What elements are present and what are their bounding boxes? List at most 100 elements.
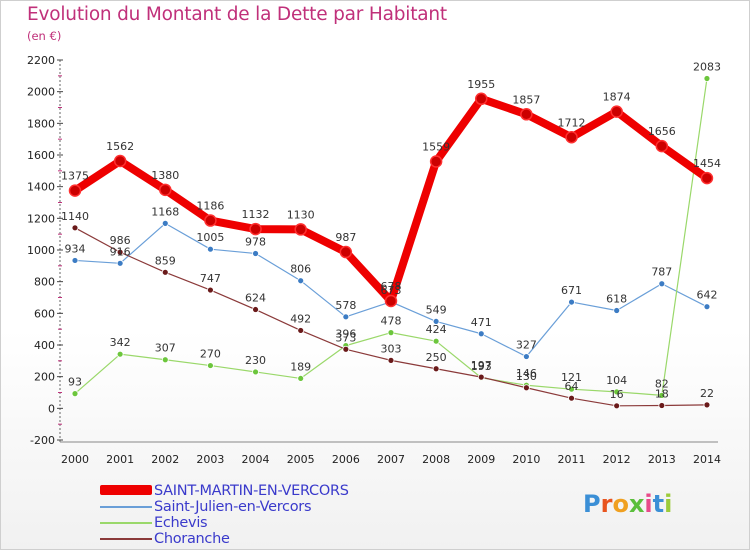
data-label: 478 bbox=[380, 315, 401, 328]
data-point bbox=[71, 390, 79, 398]
data-point bbox=[207, 286, 214, 294]
data-point bbox=[384, 294, 398, 308]
data-label: 303 bbox=[380, 342, 401, 355]
logo-letter: r bbox=[600, 490, 613, 518]
data-label: 1168 bbox=[151, 205, 179, 218]
data-label: 64 bbox=[565, 380, 579, 393]
data-point bbox=[113, 154, 127, 168]
data-point bbox=[565, 131, 578, 144]
data-label: 986 bbox=[110, 234, 131, 247]
legend-swatch bbox=[100, 522, 152, 524]
data-label: 671 bbox=[561, 284, 582, 297]
data-label: 82 bbox=[655, 377, 669, 390]
data-label: 342 bbox=[110, 336, 131, 349]
data-label: 1186 bbox=[196, 200, 224, 213]
data-label: 193 bbox=[471, 360, 492, 373]
data-label: 1132 bbox=[242, 208, 270, 221]
data-label: 1857 bbox=[512, 93, 540, 106]
data-point bbox=[658, 391, 666, 399]
data-point bbox=[342, 313, 350, 321]
logo-letter: P bbox=[583, 490, 601, 518]
x-tick-label: 2004 bbox=[242, 453, 270, 466]
y-tick-label: 200 bbox=[34, 371, 55, 384]
series-line-0 bbox=[71, 94, 711, 305]
logo-letter: i bbox=[644, 490, 653, 518]
x-tick-label: 2002 bbox=[151, 453, 179, 466]
x-tick-label: 2008 bbox=[422, 453, 450, 466]
x-tick-label: 2010 bbox=[512, 453, 540, 466]
data-label: 307 bbox=[155, 342, 176, 355]
data-label: 549 bbox=[426, 303, 447, 316]
legend-item-saint-martin[interactable]: SAINT-MARTIN-EN-VERCORS bbox=[98, 483, 398, 499]
data-label: 787 bbox=[651, 266, 672, 279]
data-point bbox=[342, 345, 350, 353]
y-tick-label: 1800 bbox=[27, 117, 55, 130]
proxiti-logo[interactable]: Proxiti bbox=[583, 490, 672, 518]
data-point bbox=[658, 280, 666, 288]
x-tick-label: 2000 bbox=[61, 453, 89, 466]
data-point bbox=[252, 306, 259, 313]
data-point bbox=[71, 257, 79, 264]
data-label: 1130 bbox=[287, 208, 315, 221]
data-point bbox=[523, 353, 530, 360]
data-label: 624 bbox=[245, 292, 266, 305]
data-point bbox=[703, 401, 711, 409]
y-tick-label: 2000 bbox=[27, 86, 55, 99]
legend-swatch bbox=[100, 538, 152, 540]
legend-swatch bbox=[100, 485, 152, 495]
legend-item-saint-julien[interactable]: Saint-Julien-en-Vercors bbox=[98, 499, 398, 515]
data-point bbox=[568, 298, 575, 306]
data-point bbox=[252, 368, 259, 376]
data-point bbox=[568, 385, 575, 393]
data-label: 396 bbox=[335, 328, 356, 341]
data-point bbox=[297, 375, 305, 382]
x-tick-label: 2005 bbox=[287, 453, 315, 466]
data-point bbox=[477, 330, 485, 338]
data-label: 1712 bbox=[558, 116, 586, 129]
data-label: 934 bbox=[65, 242, 86, 255]
data-point bbox=[297, 277, 305, 285]
logo-letter: o bbox=[612, 490, 629, 518]
logo-letter: i bbox=[664, 490, 673, 518]
data-label: 197 bbox=[471, 359, 492, 372]
data-label: 230 bbox=[245, 354, 266, 367]
data-label: 673 bbox=[380, 284, 401, 297]
legend-label: Echevis bbox=[154, 515, 208, 531]
data-point bbox=[116, 259, 124, 267]
data-label: 618 bbox=[606, 292, 627, 305]
data-label: 270 bbox=[200, 348, 221, 361]
x-tick-label: 2007 bbox=[377, 453, 405, 466]
y-tick-label: 1600 bbox=[27, 149, 55, 162]
data-label: 1874 bbox=[603, 91, 631, 104]
logo-letter: t bbox=[652, 490, 665, 518]
data-point bbox=[523, 384, 530, 392]
legend-item-echevis[interactable]: Echevis bbox=[98, 515, 398, 531]
data-point bbox=[703, 303, 711, 311]
y-tick-label: 1000 bbox=[27, 244, 55, 257]
x-tick-label: 2003 bbox=[196, 453, 224, 466]
data-label: 1562 bbox=[106, 140, 134, 153]
data-label: 1559 bbox=[422, 140, 450, 153]
legend-item-choranche[interactable]: Choranche bbox=[98, 531, 398, 547]
data-point bbox=[252, 250, 259, 257]
x-tick-label: 2011 bbox=[558, 453, 586, 466]
data-point bbox=[700, 171, 714, 185]
data-label: 1375 bbox=[61, 170, 89, 183]
data-label: 492 bbox=[290, 312, 311, 325]
y-tick-label: 800 bbox=[34, 276, 55, 289]
data-label: 189 bbox=[290, 360, 311, 373]
data-point bbox=[161, 268, 169, 276]
data-point bbox=[658, 402, 666, 409]
data-label: 806 bbox=[290, 263, 311, 276]
data-point bbox=[339, 245, 353, 259]
data-point bbox=[297, 327, 305, 334]
logo-letter: x bbox=[628, 490, 645, 518]
data-point bbox=[116, 248, 124, 256]
data-point bbox=[432, 337, 440, 345]
data-point bbox=[610, 105, 623, 118]
legend-label: Saint-Julien-en-Vercors bbox=[154, 499, 312, 515]
legend-label: Choranche bbox=[154, 531, 230, 547]
data-label: 747 bbox=[200, 272, 221, 285]
x-tick-label: 2001 bbox=[106, 453, 134, 466]
